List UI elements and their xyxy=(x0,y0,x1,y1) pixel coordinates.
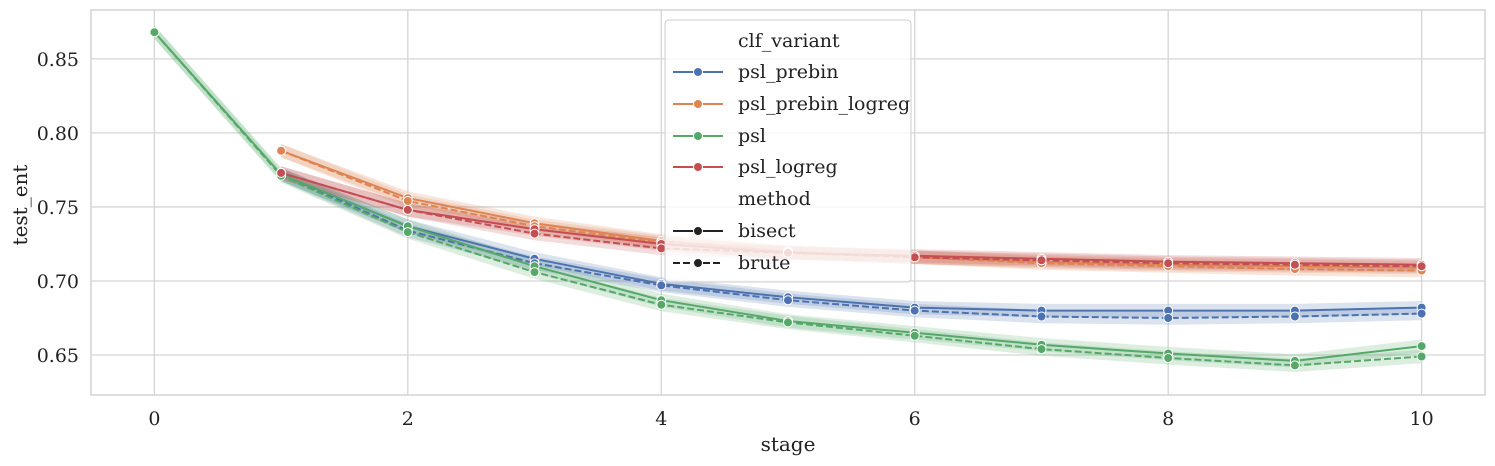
data-point-psl-logreg-brute xyxy=(1416,261,1427,272)
data-point-psl-prebin-brute xyxy=(1036,311,1047,322)
data-point-psl-logreg-brute xyxy=(402,204,413,215)
legend-label: psl_prebin xyxy=(738,61,838,83)
data-point-psl-brute xyxy=(1416,351,1427,362)
y-tick-label: 0.85 xyxy=(37,49,79,71)
data-point-psl-prebin-logreg-brute xyxy=(276,145,287,156)
y-tick-label: 0.65 xyxy=(37,345,79,367)
data-point-psl-brute xyxy=(783,317,793,328)
data-point-psl-logreg-brute xyxy=(529,228,540,239)
data-point-psl-brute xyxy=(1289,360,1300,371)
y-tick-label: 0.80 xyxy=(37,123,79,145)
data-point-psl-brute xyxy=(656,299,667,310)
data-point-psl-bisect xyxy=(1416,341,1427,352)
series-line-psl-logreg-brute xyxy=(280,171,1422,268)
x-tick-label: 4 xyxy=(655,408,667,430)
data-point-psl-prebin-brute xyxy=(1163,313,1174,323)
x-axis-label: stage xyxy=(761,432,816,456)
x-tick-label: 10 xyxy=(1410,408,1434,430)
data-point-psl-brute xyxy=(529,267,540,278)
legend-entry-brute: brute xyxy=(673,252,790,274)
legend-label: psl_logreg xyxy=(738,156,838,178)
x-tick-labels: 0 2 4 6 8 10 xyxy=(148,408,1433,430)
data-point-psl-brute xyxy=(149,27,160,38)
legend-label: bisect xyxy=(738,220,796,242)
legend-entry-psl-prebin-logreg: psl_prebin_logreg xyxy=(673,93,910,115)
data-point-psl-logreg-brute xyxy=(1163,258,1174,269)
data-point-psl-logreg-brute xyxy=(656,243,667,254)
data-point-psl-prebin-logreg-brute xyxy=(402,196,413,206)
legend-entry-bisect: bisect xyxy=(673,220,796,242)
data-point-psl-prebin-brute xyxy=(909,305,920,316)
legend-label: psl xyxy=(738,125,766,147)
data-point-psl-logreg-brute xyxy=(1289,259,1300,270)
legend-box xyxy=(664,19,912,283)
data-point-psl-brute xyxy=(1036,344,1047,355)
y-tick-label: 0.75 xyxy=(37,197,79,219)
legend: clf_variant psl_prebin psl_prebin_logreg… xyxy=(664,19,912,283)
data-point-psl-brute xyxy=(402,227,413,238)
legend-label: brute xyxy=(738,252,790,274)
data-point-psl-logreg-brute xyxy=(1036,255,1047,266)
data-point-psl-brute xyxy=(909,330,920,341)
data-point-psl-prebin-brute xyxy=(656,280,667,291)
data-point-psl-prebin-brute xyxy=(1289,311,1300,322)
y-axis-label: test_ent xyxy=(8,165,32,246)
data-point-psl-prebin-brute xyxy=(1416,308,1427,319)
y-tick-labels: 0.65 0.70 0.75 0.80 0.85 xyxy=(37,49,79,367)
y-tick-label: 0.70 xyxy=(37,271,79,293)
x-tick-label: 6 xyxy=(909,408,921,430)
data-point-psl-prebin-brute xyxy=(783,295,793,306)
x-tick-label: 0 xyxy=(148,408,160,430)
data-point-psl-logreg-brute xyxy=(909,252,920,263)
data-point-psl-logreg-brute xyxy=(276,167,287,178)
x-tick-label: 8 xyxy=(1162,408,1174,430)
legend-label: psl_prebin_logreg xyxy=(738,93,910,115)
legend-entry-psl: psl xyxy=(673,125,766,147)
x-tick-label: 2 xyxy=(402,408,414,430)
data-point-psl-brute xyxy=(1163,353,1174,363)
legend-style-title: method xyxy=(738,188,811,210)
legend-entry-psl-prebin: psl_prebin xyxy=(673,61,838,83)
series-line-psl-prebin-bisect xyxy=(280,173,1422,312)
legend-hue-title: clf_variant xyxy=(738,30,840,52)
legend-entry-psl-logreg: psl_logreg xyxy=(673,156,838,178)
